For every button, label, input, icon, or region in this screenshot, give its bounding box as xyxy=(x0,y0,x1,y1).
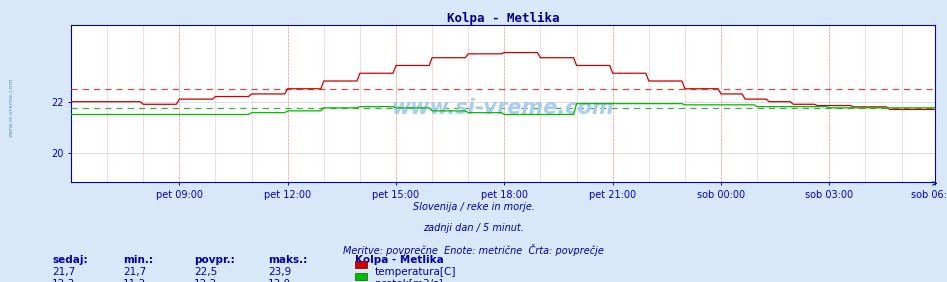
Text: Kolpa - Metlika: Kolpa - Metlika xyxy=(355,255,444,265)
Text: 11,2: 11,2 xyxy=(123,279,147,282)
Text: temperatura[C]: temperatura[C] xyxy=(375,267,456,277)
Text: Slovenija / reke in morje.: Slovenija / reke in morje. xyxy=(413,202,534,212)
Text: povpr.:: povpr.: xyxy=(194,255,235,265)
Text: 12,2: 12,2 xyxy=(194,279,218,282)
Text: min.:: min.: xyxy=(123,255,153,265)
Text: www.si-vreme.com: www.si-vreme.com xyxy=(391,98,615,118)
Text: 12,3: 12,3 xyxy=(52,279,76,282)
Text: www.si-vreme.com: www.si-vreme.com xyxy=(9,78,14,137)
Text: Meritve: povprečne  Enote: metrične  Črta: povprečje: Meritve: povprečne Enote: metrične Črta:… xyxy=(343,244,604,256)
Text: 21,7: 21,7 xyxy=(123,267,147,277)
Title: Kolpa - Metlika: Kolpa - Metlika xyxy=(447,12,559,25)
Text: sedaj:: sedaj: xyxy=(52,255,88,265)
Text: 22,5: 22,5 xyxy=(194,267,218,277)
Text: 13,0: 13,0 xyxy=(268,279,291,282)
Text: pretok[m3/s]: pretok[m3/s] xyxy=(375,279,443,282)
Text: maks.:: maks.: xyxy=(268,255,307,265)
Text: zadnji dan / 5 minut.: zadnji dan / 5 minut. xyxy=(423,223,524,233)
Text: 23,9: 23,9 xyxy=(268,267,292,277)
Text: 21,7: 21,7 xyxy=(52,267,76,277)
